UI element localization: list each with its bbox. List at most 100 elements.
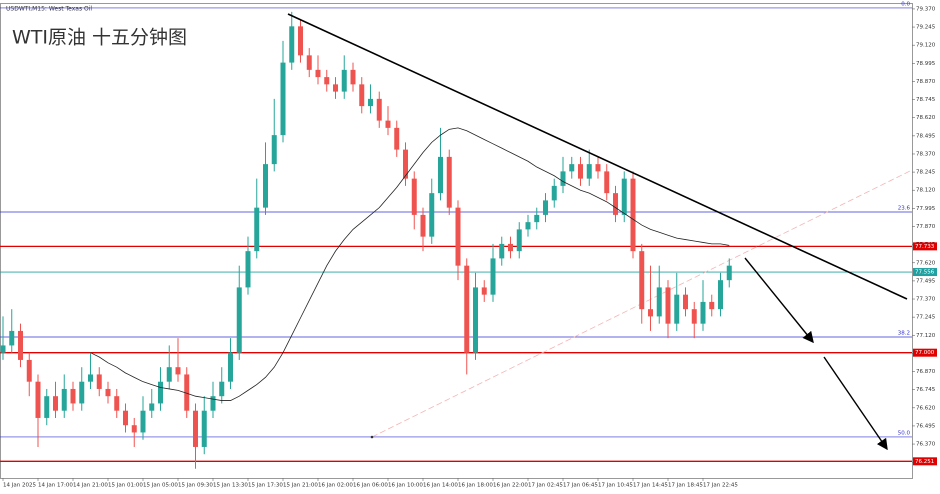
candle-body bbox=[726, 265, 732, 281]
candle-body bbox=[516, 229, 522, 252]
candle-body bbox=[219, 381, 225, 397]
fib-label: 0.0 bbox=[901, 1, 910, 7]
x-tick-label: 16 Jan 06:00 bbox=[353, 483, 388, 489]
candle-body bbox=[333, 84, 338, 92]
y-tick-label: 78.620 bbox=[916, 115, 936, 121]
candle-body bbox=[674, 294, 680, 324]
candle-body bbox=[149, 403, 155, 411]
y-tick-label: 77.370 bbox=[916, 297, 936, 303]
anchor-dot bbox=[370, 435, 374, 439]
candle-body bbox=[26, 359, 32, 382]
candle-body bbox=[166, 367, 172, 382]
x-tick-label: 15 Jan 21:00 bbox=[283, 483, 318, 489]
y-tick-label: 76.370 bbox=[916, 442, 936, 448]
candle-body bbox=[324, 77, 330, 85]
candle-body bbox=[306, 55, 312, 70]
candle-body bbox=[140, 410, 146, 433]
candle-body bbox=[481, 287, 487, 295]
candle-body bbox=[438, 156, 443, 194]
fib-label: 50.0 bbox=[898, 430, 911, 436]
x-tick-label: 17 Jan 10:45 bbox=[598, 483, 633, 489]
candle-body bbox=[35, 381, 41, 418]
candle-body bbox=[18, 330, 23, 360]
candle-body bbox=[385, 120, 391, 128]
y-tick-label: 78.245 bbox=[916, 170, 936, 176]
candle-body bbox=[656, 287, 662, 317]
candle-body bbox=[700, 301, 706, 324]
candle-body bbox=[376, 98, 382, 121]
candle-body bbox=[298, 26, 303, 56]
candle-body bbox=[315, 69, 321, 78]
candle-body bbox=[718, 280, 723, 310]
y-tick-label: 76.745 bbox=[916, 387, 936, 393]
arrow bbox=[823, 356, 888, 451]
price-level-label: 76.251 bbox=[915, 459, 934, 465]
candle-body bbox=[341, 69, 347, 92]
x-tick-label: 14 Jan 21:00 bbox=[73, 483, 108, 489]
candle-body bbox=[114, 396, 120, 411]
candle-body bbox=[61, 388, 67, 411]
y-tick-label: 79.370 bbox=[916, 6, 936, 12]
candle-body bbox=[560, 171, 566, 186]
candle-body bbox=[44, 396, 50, 418]
candle-body bbox=[70, 388, 76, 404]
candle-body bbox=[473, 287, 478, 353]
candle-body bbox=[368, 98, 373, 107]
chart-title: WTI原油 十五分钟图 bbox=[12, 27, 187, 49]
y-tick-label: 78.495 bbox=[916, 133, 936, 139]
candle-body bbox=[280, 62, 286, 136]
candle-body bbox=[254, 207, 260, 252]
x-tick-label: 15 Jan 09:30 bbox=[178, 483, 213, 489]
candle-body bbox=[665, 287, 671, 324]
y-tick-label: 78.745 bbox=[916, 97, 936, 103]
candle-body bbox=[201, 410, 207, 447]
candle-body bbox=[578, 164, 583, 179]
candle-body bbox=[543, 200, 548, 215]
y-tick-label: 79.245 bbox=[916, 25, 936, 31]
candle-body bbox=[499, 243, 505, 259]
candle-body bbox=[604, 171, 610, 194]
candle-body bbox=[271, 135, 277, 165]
candle-body bbox=[245, 251, 251, 288]
candle-body bbox=[464, 265, 470, 353]
candle-body bbox=[639, 251, 645, 310]
candle-body bbox=[403, 149, 408, 179]
x-tick-label: 15 Jan 05:00 bbox=[143, 483, 178, 489]
candle-body bbox=[236, 287, 242, 353]
candle-body bbox=[359, 84, 365, 107]
candle-body bbox=[683, 294, 688, 310]
candle-body bbox=[525, 222, 531, 230]
candle-body bbox=[0, 345, 6, 353]
candle-body bbox=[175, 367, 181, 375]
candle-body bbox=[630, 178, 636, 252]
candle-body bbox=[429, 193, 435, 237]
y-tick-label: 77.495 bbox=[916, 278, 936, 284]
price-level-label: 77.733 bbox=[915, 244, 935, 250]
candle-body bbox=[96, 374, 102, 389]
x-tick-label: 14 Jan 2025 bbox=[3, 483, 36, 489]
candle-body bbox=[551, 185, 557, 201]
candle-body bbox=[210, 396, 216, 411]
fib-label: 38.2 bbox=[898, 331, 910, 337]
x-tick-label: 14 Jan 17:00 bbox=[38, 483, 73, 489]
x-tick-label: 16 Jan 10:00 bbox=[388, 483, 423, 489]
candle-body bbox=[79, 381, 85, 404]
x-tick-label: 15 Jan 01:00 bbox=[108, 483, 143, 489]
candle-body bbox=[411, 178, 417, 215]
candle-body bbox=[9, 330, 15, 346]
candle-body bbox=[648, 309, 653, 317]
x-tick-label: 17 Jan 18:45 bbox=[668, 483, 703, 489]
y-tick-label: 77.620 bbox=[916, 260, 936, 266]
x-tick-label: 17 Jan 22:45 bbox=[703, 483, 738, 489]
candle-body bbox=[289, 26, 295, 63]
price-level-label: 77.000 bbox=[915, 350, 935, 356]
candle-body bbox=[53, 396, 58, 411]
price-level-tag bbox=[913, 242, 937, 251]
y-tick-label: 76.495 bbox=[916, 423, 936, 429]
x-tick-label: 15 Jan 13:30 bbox=[213, 483, 248, 489]
candle-body bbox=[350, 69, 356, 85]
y-tick-label: 77.245 bbox=[916, 315, 936, 321]
candle-body bbox=[709, 301, 715, 310]
fib-label: 23.6 bbox=[898, 205, 911, 211]
